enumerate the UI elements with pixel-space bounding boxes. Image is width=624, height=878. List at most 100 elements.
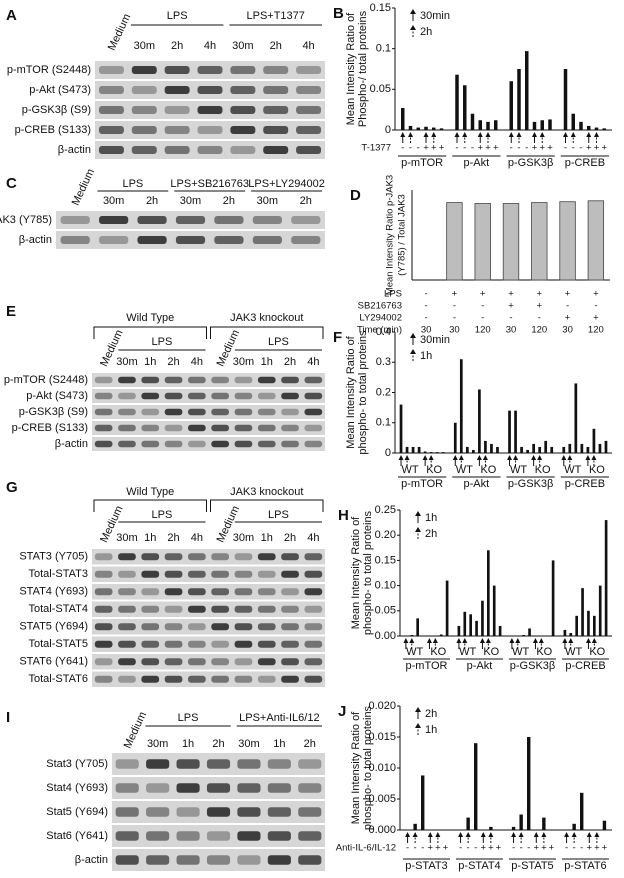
band — [211, 408, 230, 416]
band — [146, 855, 170, 865]
panel-letter: C — [6, 175, 17, 192]
row-label: p-GSK3β (S9) — [19, 406, 88, 418]
band — [176, 855, 200, 865]
panel-letter: F — [333, 329, 342, 346]
group-label: LPS+T1377 — [247, 10, 305, 22]
band — [211, 553, 230, 561]
band — [234, 553, 253, 561]
sign: + — [547, 143, 553, 154]
y-tick-label: 0.1 — [376, 43, 391, 55]
lane-time: 30m — [232, 40, 253, 52]
bar — [432, 127, 436, 130]
bar — [592, 428, 596, 453]
band — [187, 588, 206, 596]
bar — [580, 443, 584, 453]
band — [131, 106, 157, 114]
band — [230, 126, 256, 134]
band — [94, 440, 113, 448]
band — [187, 570, 206, 578]
band — [281, 424, 299, 432]
sign: - — [565, 843, 568, 854]
band — [94, 658, 113, 666]
sub-label: KO — [589, 464, 605, 476]
row-label: LPS — [384, 289, 402, 300]
bar-arrowhead — [539, 132, 545, 137]
row-sign: - — [481, 313, 484, 324]
bar-arrowhead — [531, 455, 537, 460]
band — [164, 392, 183, 400]
band — [304, 605, 323, 613]
bar-arrowhead — [586, 832, 592, 837]
sign: - — [401, 143, 404, 154]
y-axis-label: Mean Intensity Ratio of — [350, 711, 362, 824]
band — [252, 216, 282, 224]
group-label: LPS+Anti-IL6/12 — [239, 712, 319, 724]
row-label: p-Akt (S473) — [26, 390, 88, 402]
lane-time: 4h — [191, 356, 203, 368]
band — [281, 440, 299, 448]
band — [176, 759, 200, 769]
band — [257, 588, 276, 596]
legend-arrowhead — [415, 511, 421, 516]
bar — [514, 410, 517, 453]
band — [175, 216, 206, 224]
bar — [538, 446, 542, 453]
bar-arrowhead — [585, 455, 591, 460]
row-sign: - — [425, 313, 428, 324]
bar — [532, 443, 535, 453]
band — [131, 146, 157, 154]
band — [164, 146, 190, 154]
legend-label: 2h — [425, 708, 437, 720]
band — [234, 623, 253, 631]
band — [94, 376, 113, 384]
bar — [563, 69, 568, 130]
y-tick-label: 0.10 — [375, 580, 396, 592]
row-sign: 30 — [449, 325, 460, 336]
band — [118, 658, 136, 666]
row-sign: - — [453, 301, 456, 312]
bar-arrowhead — [538, 638, 544, 643]
blot-strip — [92, 654, 325, 670]
row-sign: 30 — [506, 325, 517, 336]
lane-time: 30m — [134, 40, 155, 52]
bar — [519, 814, 523, 830]
lane-time: 1h — [273, 738, 285, 750]
band — [296, 126, 322, 134]
band — [187, 376, 206, 384]
bar — [478, 389, 481, 453]
band — [281, 675, 299, 683]
band — [234, 570, 253, 578]
band — [267, 831, 291, 841]
sign: + — [534, 843, 540, 854]
category-label: p-STAT6 — [564, 860, 606, 872]
band — [252, 236, 282, 244]
band — [298, 759, 322, 769]
category-label: p-CREB — [565, 660, 605, 672]
row-label: p-Akt (S473) — [29, 84, 91, 96]
blot-strip — [92, 405, 325, 419]
row-label: Total-STAT6 — [29, 673, 89, 685]
band — [263, 126, 289, 134]
lane-time: 2h — [304, 738, 316, 750]
bar-arrowhead — [591, 455, 597, 460]
bar — [528, 628, 531, 636]
lane-time: 1h — [261, 356, 273, 368]
section-bracket — [210, 499, 324, 512]
legend-label: 30min — [420, 10, 450, 22]
band — [257, 376, 276, 384]
legend-label: 1h — [420, 350, 432, 362]
bar — [423, 451, 427, 453]
blot-strip — [92, 671, 325, 687]
bar-arrowhead — [431, 132, 437, 137]
band — [257, 553, 276, 561]
bar — [487, 550, 490, 636]
bar-arrowhead — [403, 638, 409, 643]
band — [197, 106, 223, 114]
band — [141, 605, 160, 613]
band — [164, 675, 183, 683]
bar — [586, 446, 590, 453]
band — [164, 553, 183, 561]
panel-letter: J — [338, 703, 346, 720]
row-label: STAT4 (Y693) — [19, 586, 88, 598]
lane-time: 30m — [116, 356, 137, 368]
